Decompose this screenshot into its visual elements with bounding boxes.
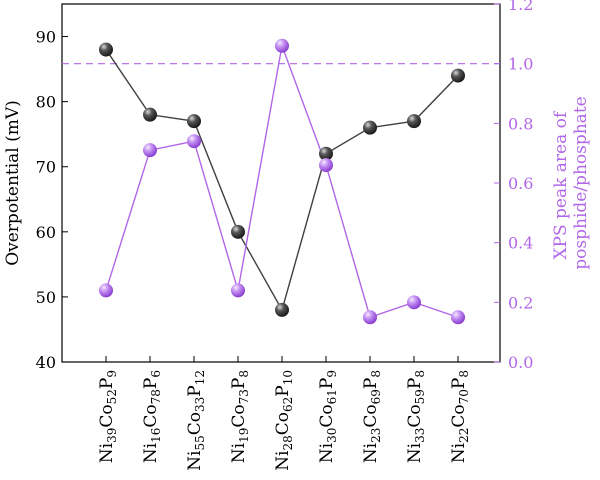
x-tick-label: Ni55Co33P12 [185, 370, 207, 471]
data-point-right [363, 310, 377, 325]
x-tick-label: Ni39Co52P9 [97, 370, 119, 463]
data-point-left [143, 107, 157, 122]
y-tick-label-right: 0.4 [508, 234, 533, 253]
data-point-right [187, 134, 201, 149]
data-point-left [451, 68, 465, 83]
y-tick-label-left: 90 [36, 28, 56, 47]
y-tick-label-right: 0.2 [508, 293, 533, 312]
data-point-left [363, 120, 377, 135]
series-line-left [105, 49, 459, 312]
y-axis-label-left: Overpotential (mV) [3, 100, 23, 266]
y-tick-label-left: 70 [36, 158, 56, 177]
y-axis-label-right-line-1: XPS peak area of [551, 110, 571, 259]
y-tick-label-right: 0.0 [508, 353, 533, 372]
data-point-right [407, 295, 421, 310]
x-tick-label: Ni19Co73P8 [229, 370, 251, 463]
y-tick-label-right: 0.8 [508, 114, 533, 133]
series-line-right [105, 43, 459, 319]
x-tick-label: Ni30Co61P9 [317, 370, 339, 463]
y-tick-label-right: 1.0 [508, 55, 533, 74]
y-tick-label-left: 40 [36, 353, 56, 372]
y-tick-label-left: 50 [36, 288, 56, 307]
data-point-right [231, 283, 245, 298]
data-point-right [451, 310, 465, 325]
x-tick-label: Ni16Co78P6 [141, 370, 163, 463]
data-point-left [319, 146, 333, 161]
y-tick-label-left: 60 [36, 223, 56, 242]
x-tick-label: Ni28Co62P10 [273, 370, 295, 471]
data-point-left [275, 302, 289, 317]
y-axis-label-right-line-2: posphide/phosphate [571, 96, 591, 269]
data-point-right [143, 143, 157, 158]
data-point-right [275, 38, 289, 53]
data-point-left [187, 114, 201, 129]
x-tick-label: Ni23Co69P8 [361, 370, 383, 463]
data-point-left [407, 114, 421, 129]
y-tick-label-right: 1.2 [508, 0, 533, 14]
data-point-right [99, 283, 113, 298]
x-tick-label: Ni33Co59P8 [405, 370, 427, 463]
data-point-right [319, 158, 333, 173]
y-tick-label-right: 0.6 [508, 174, 533, 193]
y-tick-label-left: 80 [36, 93, 56, 112]
data-point-left [231, 224, 245, 239]
y-axis-label-right: XPS peak area of posphide/phosphate [551, 96, 591, 269]
data-point-left [99, 42, 113, 57]
x-tick-label: Ni22Co70P8 [449, 370, 471, 463]
